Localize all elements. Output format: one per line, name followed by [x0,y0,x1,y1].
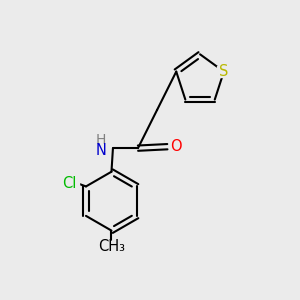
Bar [94,145,107,156]
Bar [98,241,124,252]
Text: S: S [219,64,229,79]
Text: CH₃: CH₃ [98,239,125,254]
Bar [94,134,107,146]
Text: O: O [170,139,182,154]
Bar [60,178,80,189]
Text: H: H [95,133,106,147]
Text: Cl: Cl [63,176,77,191]
Bar [169,141,182,152]
Bar [218,66,230,77]
Text: N: N [95,143,106,158]
